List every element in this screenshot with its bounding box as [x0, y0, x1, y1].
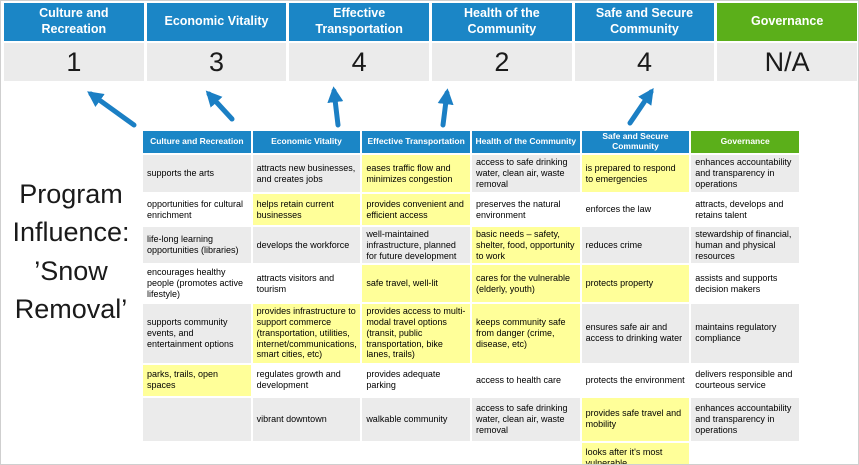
matrix-cell: keeps community safe from danger (crime,… — [471, 303, 580, 363]
category-header-governance: Governance — [717, 3, 857, 41]
matrix-cell: access to health care — [471, 364, 580, 396]
matrix-cell: regulates growth and development — [252, 364, 361, 396]
matrix-cell: parks, trails, open spaces — [143, 364, 251, 396]
influence-matrix-table: Culture and Recreation Economic Vitality E… — [141, 129, 801, 464]
matrix-cell: supports community events, and entertain… — [143, 303, 251, 363]
matrix-cell: attracts, develops and retains talent — [691, 194, 799, 225]
table-row: supports community events, and entertain… — [143, 303, 799, 363]
matrix-cell: encourages healthy people (promotes acti… — [143, 265, 251, 302]
table-row: encourages healthy people (promotes acti… — [143, 265, 799, 302]
matrix-cell: access to safe drinking water, clean air… — [471, 397, 580, 441]
category-score-culture-recreation: 1 — [4, 43, 144, 81]
table-row: opportunities for cultural enrichment hel… — [143, 194, 799, 225]
matrix-cell — [691, 442, 799, 464]
matrix-cell: helps retain current businesses — [252, 194, 361, 225]
top-column-safe-secure-community: Safe and Secure Community 4 — [574, 3, 715, 81]
matrix-cell: delivers responsible and courteous servi… — [691, 364, 799, 396]
matrix-column-header: Health of the Community — [471, 131, 580, 153]
matrix-cell — [143, 397, 251, 441]
matrix-cell: ensures safe air and access to drinking … — [581, 303, 690, 363]
matrix-cell: develops the workforce — [252, 227, 361, 264]
matrix-cell: access to safe drinking water, clean air… — [471, 155, 580, 192]
matrix-cell: provides access to multi-modal travel op… — [362, 303, 470, 363]
influence-arrow-health-community — [437, 88, 454, 128]
category-header-health-community: Health of the Community — [432, 3, 572, 41]
category-score-governance: N/A — [717, 43, 857, 81]
matrix-cell: protects property — [581, 265, 690, 302]
matrix-cell: vibrant downtown — [252, 397, 361, 441]
influence-arrow-culture-recreation — [87, 91, 137, 128]
matrix-column-header: Effective Transportation — [362, 131, 470, 153]
table-row: vibrant downtown walkable community access… — [143, 397, 799, 441]
matrix-cell — [143, 442, 251, 464]
matrix-cell: protects the environment — [581, 364, 690, 396]
matrix-cell: preserves the natural environment — [471, 194, 580, 225]
category-score-effective-transportation: 4 — [289, 43, 429, 81]
table-row: life-long learning opportunities (librar… — [143, 227, 799, 264]
matrix-cell: well-maintained infrastructure, planned … — [362, 227, 470, 264]
matrix-cell: provides convenient and efficient access — [362, 194, 470, 225]
matrix-cell: cares for the vulnerable (elderly, youth… — [471, 265, 580, 302]
matrix-cell: enhances accountability and transparency… — [691, 397, 799, 441]
table-row: supports the arts attracts new businesses… — [143, 155, 799, 192]
matrix-column-header: Safe and Secure Community — [581, 131, 690, 153]
table-row: parks, trails, open spaces regulates grow… — [143, 364, 799, 396]
matrix-cell: enhances accountability and transparency… — [691, 155, 799, 192]
category-score-safe-secure-community: 4 — [574, 43, 715, 81]
influence-arrow-safe-secure-community — [627, 88, 654, 126]
category-header-economic-vitality: Economic Vitality — [146, 3, 287, 41]
matrix-cell: assists and supports decision makers — [691, 265, 799, 302]
matrix-cell: walkable community — [362, 397, 470, 441]
matrix-column-header: Governance — [691, 131, 799, 153]
matrix-cell: attracts new businesses, and creates job… — [252, 155, 361, 192]
matrix-column-header: Culture and Recreation — [143, 131, 251, 153]
matrix-cell — [252, 442, 361, 464]
top-column-economic-vitality: Economic Vitality 3 — [146, 3, 287, 81]
category-header-safe-secure-community: Safe and Secure Community — [574, 3, 715, 41]
matrix-cell: stewardship of financial, human and phys… — [691, 227, 799, 264]
matrix-cell: provides adequate parking — [362, 364, 470, 396]
table-row: looks after it's most vulnerable — [143, 442, 799, 464]
category-score-band: Culture and Recreation 1 Economic Vitali… — [4, 3, 857, 81]
matrix-cell: opportunities for cultural enrichment — [143, 194, 251, 225]
matrix-cell — [471, 442, 580, 464]
program-influence-label: Program Influence: ’Snow Removal’ — [12, 179, 130, 324]
matrix-body: supports the arts attracts new businesses… — [143, 155, 799, 464]
category-header-culture-recreation: Culture and Recreation — [4, 3, 144, 41]
matrix-cell: is prepared to respond to emergencies — [581, 155, 690, 192]
matrix-cell: reduces crime — [581, 227, 690, 264]
top-column-culture-recreation: Culture and Recreation 1 — [4, 3, 144, 81]
top-column-governance: Governance N/A — [717, 3, 857, 81]
matrix-cell: eases traffic flow and minimizes congest… — [362, 155, 470, 192]
matrix-cell: supports the arts — [143, 155, 251, 192]
matrix-cell: provides infrastructure to support comme… — [252, 303, 361, 363]
category-score-health-community: 2 — [432, 43, 572, 81]
matrix-cell: enforces the law — [581, 194, 690, 225]
matrix-cell: provides safe travel and mobility — [581, 397, 690, 441]
category-header-effective-transportation: Effective Transportation — [289, 3, 429, 41]
category-score-economic-vitality: 3 — [146, 43, 287, 81]
matrix-header-row: Culture and Recreation Economic Vitality E… — [143, 131, 799, 153]
matrix-cell: maintains regulatory compliance — [691, 303, 799, 363]
matrix-cell: attracts visitors and tourism — [252, 265, 361, 302]
matrix-cell — [362, 442, 470, 464]
matrix-column-header: Economic Vitality — [252, 131, 361, 153]
top-column-effective-transportation: Effective Transportation 4 — [289, 3, 429, 81]
top-column-health-community: Health of the Community 2 — [432, 3, 572, 81]
matrix-cell: life-long learning opportunities (librar… — [143, 227, 251, 264]
influence-arrow-effective-transportation — [327, 86, 344, 128]
influence-arrow-economic-vitality — [205, 90, 235, 122]
matrix-cell: safe travel, well-lit — [362, 265, 470, 302]
matrix-cell: looks after it's most vulnerable — [581, 442, 690, 464]
matrix-cell: basic needs – safety, shelter, food, opp… — [471, 227, 580, 264]
